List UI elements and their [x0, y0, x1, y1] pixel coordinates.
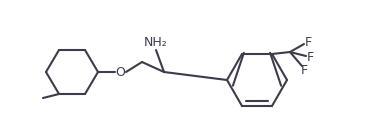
Text: NH₂: NH₂ — [144, 37, 168, 50]
Text: O: O — [115, 65, 125, 79]
Text: F: F — [300, 63, 308, 77]
Text: F: F — [307, 51, 314, 63]
Text: F: F — [305, 36, 312, 49]
